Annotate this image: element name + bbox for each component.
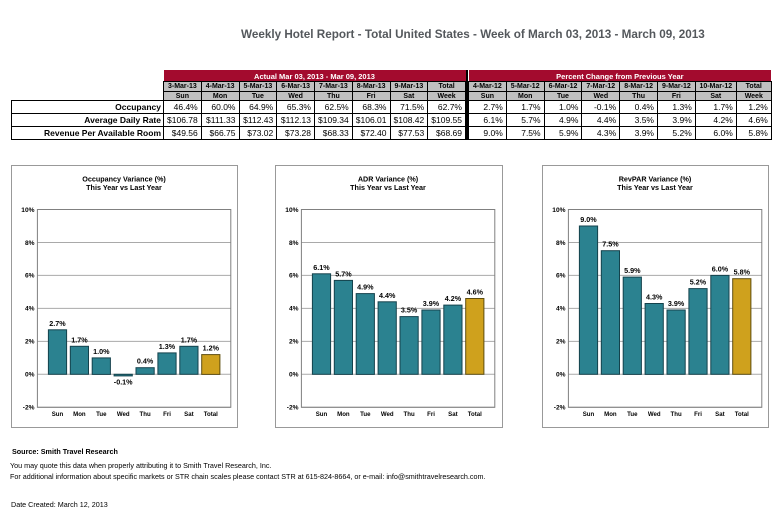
- svg-text:9.0%: 9.0%: [580, 215, 597, 224]
- svg-text:3.5%: 3.5%: [401, 306, 418, 315]
- svg-text:7.5%: 7.5%: [602, 240, 619, 249]
- svg-text:RevPAR Variance (%): RevPAR Variance (%): [618, 174, 691, 183]
- svg-text:1.7%: 1.7%: [71, 335, 88, 344]
- svg-text:6.0%: 6.0%: [711, 264, 728, 273]
- svg-text:Tue: Tue: [360, 411, 371, 418]
- svg-text:2.7%: 2.7%: [49, 319, 66, 328]
- svg-text:Thu: Thu: [404, 411, 415, 418]
- svg-text:4.3%: 4.3%: [646, 293, 663, 302]
- svg-text:4%: 4%: [555, 306, 565, 313]
- svg-text:This Year vs Last Year: This Year vs Last Year: [86, 183, 162, 192]
- svg-text:Sun: Sun: [316, 411, 328, 418]
- svg-text:-0.1%: -0.1%: [113, 378, 132, 387]
- svg-text:10%: 10%: [552, 207, 565, 214]
- svg-text:This Year vs Last Year: This Year vs Last Year: [617, 183, 693, 192]
- svg-text:0%: 0%: [289, 372, 299, 379]
- svg-text:Mon: Mon: [604, 411, 617, 418]
- svg-text:Fri: Fri: [694, 411, 702, 418]
- svg-text:Mon: Mon: [73, 411, 86, 418]
- svg-text:Mon: Mon: [338, 411, 351, 418]
- svg-text:Thu: Thu: [670, 411, 681, 418]
- svg-text:5.9%: 5.9%: [624, 266, 641, 275]
- svg-text:3.9%: 3.9%: [667, 299, 684, 308]
- svg-text:5.8%: 5.8%: [733, 268, 750, 277]
- svg-text:8%: 8%: [555, 240, 565, 247]
- svg-text:1.3%: 1.3%: [158, 342, 175, 351]
- svg-text:Sat: Sat: [184, 411, 193, 418]
- svg-text:6%: 6%: [25, 273, 35, 280]
- svg-text:4%: 4%: [289, 306, 299, 313]
- svg-text:2%: 2%: [25, 339, 35, 346]
- svg-text:8%: 8%: [289, 240, 299, 247]
- svg-text:Sat: Sat: [449, 411, 458, 418]
- svg-text:Total: Total: [734, 411, 748, 418]
- svg-text:8%: 8%: [25, 240, 35, 247]
- svg-text:10%: 10%: [21, 207, 34, 214]
- svg-text:2%: 2%: [555, 339, 565, 346]
- svg-text:1.7%: 1.7%: [180, 335, 197, 344]
- svg-text:3.9%: 3.9%: [423, 299, 440, 308]
- svg-text:4.9%: 4.9%: [357, 283, 374, 292]
- svg-text:4.4%: 4.4%: [379, 291, 396, 300]
- svg-text:6%: 6%: [555, 273, 565, 280]
- svg-text:Sun: Sun: [582, 411, 594, 418]
- svg-text:4%: 4%: [25, 306, 35, 313]
- svg-text:0.4%: 0.4%: [136, 357, 153, 366]
- svg-text:-2%: -2%: [553, 405, 565, 412]
- svg-text:5.2%: 5.2%: [689, 278, 706, 287]
- svg-text:Thu: Thu: [139, 411, 150, 418]
- svg-text:-2%: -2%: [287, 405, 299, 412]
- svg-text:Fri: Fri: [427, 411, 435, 418]
- svg-text:Wed: Wed: [647, 411, 660, 418]
- svg-text:This Year vs Last Year: This Year vs Last Year: [351, 183, 427, 192]
- svg-text:4.6%: 4.6%: [467, 288, 484, 297]
- svg-text:0%: 0%: [555, 372, 565, 379]
- svg-text:10%: 10%: [286, 207, 299, 214]
- svg-text:2%: 2%: [289, 339, 299, 346]
- svg-text:0%: 0%: [25, 372, 35, 379]
- svg-text:Tue: Tue: [96, 411, 107, 418]
- svg-text:Total: Total: [468, 411, 482, 418]
- svg-text:Wed: Wed: [381, 411, 394, 418]
- svg-text:Sat: Sat: [715, 411, 724, 418]
- svg-text:ADR Variance (%): ADR Variance (%): [358, 174, 419, 183]
- svg-text:Sun: Sun: [51, 411, 63, 418]
- svg-text:6%: 6%: [289, 273, 299, 280]
- svg-text:Wed: Wed: [116, 411, 129, 418]
- svg-text:Occupancy Variance (%): Occupancy Variance (%): [82, 174, 166, 183]
- svg-text:Tue: Tue: [627, 411, 638, 418]
- svg-text:-2%: -2%: [22, 405, 34, 412]
- svg-text:1.0%: 1.0%: [93, 347, 110, 356]
- svg-text:Total: Total: [203, 411, 217, 418]
- svg-text:Fri: Fri: [163, 411, 171, 418]
- svg-text:6.1%: 6.1%: [314, 263, 331, 272]
- svg-text:5.7%: 5.7%: [336, 269, 353, 278]
- svg-text:4.2%: 4.2%: [445, 294, 462, 303]
- svg-text:1.2%: 1.2%: [202, 344, 219, 353]
